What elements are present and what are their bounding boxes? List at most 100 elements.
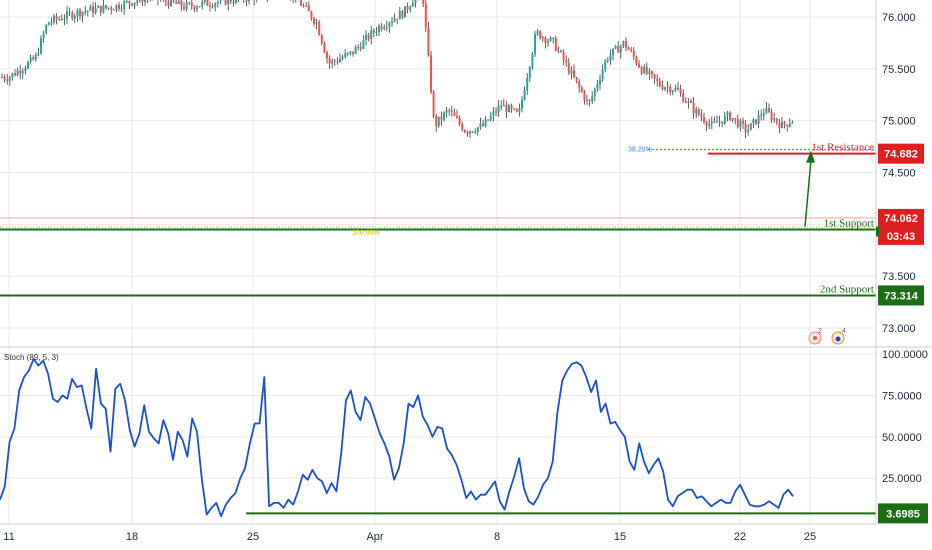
candle-body — [487, 119, 490, 121]
candle-body — [32, 57, 35, 60]
svg-text:4: 4 — [842, 328, 846, 335]
candle-body — [575, 77, 578, 82]
candle-body — [357, 46, 360, 48]
candle-body — [601, 69, 604, 80]
candle-body — [718, 121, 721, 123]
candle-body — [674, 87, 677, 91]
candle-body — [625, 41, 627, 48]
candle-body — [437, 116, 440, 127]
candle-body — [567, 62, 570, 74]
candle-body — [489, 115, 492, 121]
candle-body — [630, 49, 633, 52]
candle-body — [536, 30, 539, 35]
candle-body — [716, 121, 718, 123]
candle-body — [557, 50, 560, 52]
candle-body — [133, 2, 136, 6]
candle-body — [248, 0, 250, 2]
candle-body — [310, 11, 313, 19]
candle-body — [695, 108, 698, 114]
candle-body — [752, 119, 755, 124]
candle-body — [640, 67, 643, 74]
candle-body — [81, 11, 84, 17]
fib-100-label: 100.00% — [352, 230, 380, 237]
candle-body — [79, 10, 81, 17]
support2-label: 2nd Support — [820, 283, 874, 295]
candle-body — [424, 3, 427, 28]
candle-body — [627, 47, 630, 50]
candle-body — [323, 43, 326, 53]
candle-body — [170, 0, 172, 7]
candle-body — [638, 63, 640, 68]
candle-body — [14, 73, 16, 76]
candle-body — [518, 108, 521, 112]
candle-body — [471, 131, 474, 133]
candle-body — [593, 88, 596, 97]
price-tick-label: 76.000 — [882, 12, 916, 24]
candle-body — [211, 6, 214, 8]
candle-body — [55, 15, 58, 20]
candle-body — [352, 51, 354, 54]
candle-body — [370, 30, 373, 40]
candle-body — [115, 4, 118, 11]
candle-body — [703, 117, 705, 123]
candle-body — [614, 45, 617, 49]
time-tick-label: 15 — [614, 531, 626, 543]
stoch-axis[interactable]: 100.0000 75.0000 50.0000 25.0000 — [882, 349, 928, 485]
candle-body — [336, 61, 339, 63]
candle-body — [120, 8, 123, 10]
candle-body — [570, 70, 573, 74]
resistance-label: 1st Resistance — [811, 142, 874, 154]
candle-body — [40, 38, 42, 54]
candle-body — [53, 15, 55, 22]
candle-body — [666, 86, 669, 88]
candle-body — [734, 118, 737, 120]
candle-body — [372, 30, 375, 33]
candle-body — [136, 0, 139, 3]
candle-body — [692, 102, 695, 114]
candle-body — [786, 124, 789, 127]
calendar-event-icon[interactable]: 2 — [808, 328, 822, 345]
candle-body — [788, 123, 791, 127]
candle-body — [757, 114, 760, 125]
candle-body — [755, 119, 757, 125]
candle-body — [554, 38, 557, 51]
svg-text:74.682: 74.682 — [884, 149, 918, 161]
candle-body — [549, 37, 552, 41]
candle-body — [466, 132, 469, 134]
candle-body — [396, 18, 399, 20]
candle-body — [315, 22, 318, 24]
candle-body — [183, 6, 185, 9]
price-tick-label: 75.000 — [882, 116, 916, 128]
candle-body — [16, 70, 19, 76]
candle-body — [677, 87, 679, 90]
stoch-tick-label: 100.0000 — [882, 349, 928, 361]
candle-body — [463, 129, 466, 133]
candle-body — [448, 110, 451, 112]
candle-body — [515, 108, 518, 112]
candle-body — [726, 112, 729, 116]
candle-body — [682, 92, 685, 102]
candle-body — [645, 66, 648, 74]
candle-body — [354, 47, 357, 54]
candle-body — [128, 0, 131, 4]
candle-body — [684, 101, 687, 103]
candle-body — [125, 0, 128, 2]
candle-body — [24, 68, 27, 71]
candle-body — [76, 10, 79, 16]
candle-body — [456, 115, 458, 118]
candle-body — [339, 58, 341, 63]
candle-body — [380, 25, 383, 30]
candle-body — [484, 119, 487, 126]
time-axis[interactable]: 11 18 25 Apr 8 15 22 25 — [3, 531, 816, 543]
candle-body — [583, 91, 586, 101]
candle-body — [326, 52, 328, 59]
candle-body — [679, 89, 682, 93]
fib-38-label: 38.20% — [628, 147, 652, 154]
news-event-icon[interactable]: 4 — [831, 328, 846, 345]
candle-body — [474, 132, 477, 134]
candle-body — [539, 30, 542, 39]
candle-body — [66, 11, 68, 19]
candle-body — [783, 121, 786, 125]
candle-body — [606, 60, 609, 62]
